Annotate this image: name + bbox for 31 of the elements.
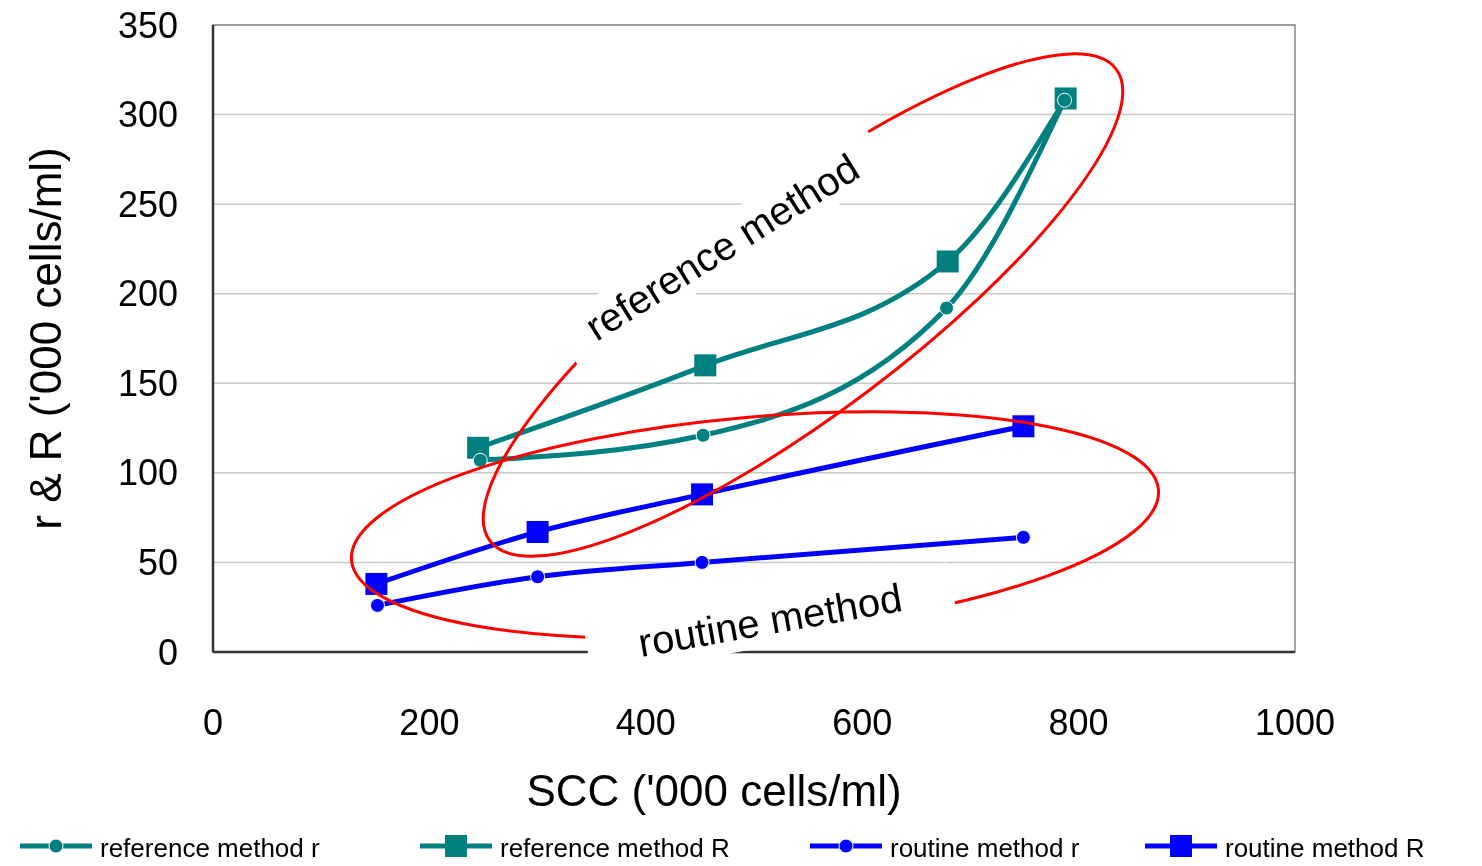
y-tick-label: 200 — [117, 273, 178, 315]
y-tick-label: 50 — [137, 541, 178, 583]
y-tick-label: 250 — [117, 183, 178, 225]
y-tick-label: 300 — [117, 94, 178, 136]
point — [694, 354, 717, 377]
y-tick-label: 0 — [157, 631, 178, 673]
point — [695, 427, 711, 443]
point — [369, 597, 385, 613]
point — [694, 554, 710, 570]
legend-label: routine method r — [890, 833, 1080, 863]
x-tick-label: 400 — [615, 701, 676, 743]
legend-label: reference method r — [100, 833, 321, 863]
point — [939, 300, 955, 316]
annotation: routine method — [634, 575, 906, 665]
point — [1015, 529, 1031, 545]
point — [530, 569, 546, 585]
y-tick-label: 100 — [117, 452, 178, 494]
x-tick-label: 0 — [202, 701, 224, 743]
legend-label: routine method R — [1225, 833, 1425, 863]
point — [526, 520, 549, 543]
x-tick-label: 800 — [1048, 701, 1109, 743]
x-axis-title: SCC ('000 cells/ml) — [526, 765, 902, 815]
legend-label: reference method R — [500, 833, 730, 863]
y-axis-title: r & R ('000 cells/ml) — [20, 147, 70, 530]
y-tick-label: 350 — [117, 4, 178, 46]
point — [472, 452, 488, 468]
y-tick-label: 150 — [117, 362, 178, 404]
x-tick-label: 200 — [399, 701, 460, 743]
x-tick-label: 1000 — [1254, 701, 1336, 743]
point — [936, 250, 959, 273]
x-tick-label: 600 — [832, 701, 893, 743]
